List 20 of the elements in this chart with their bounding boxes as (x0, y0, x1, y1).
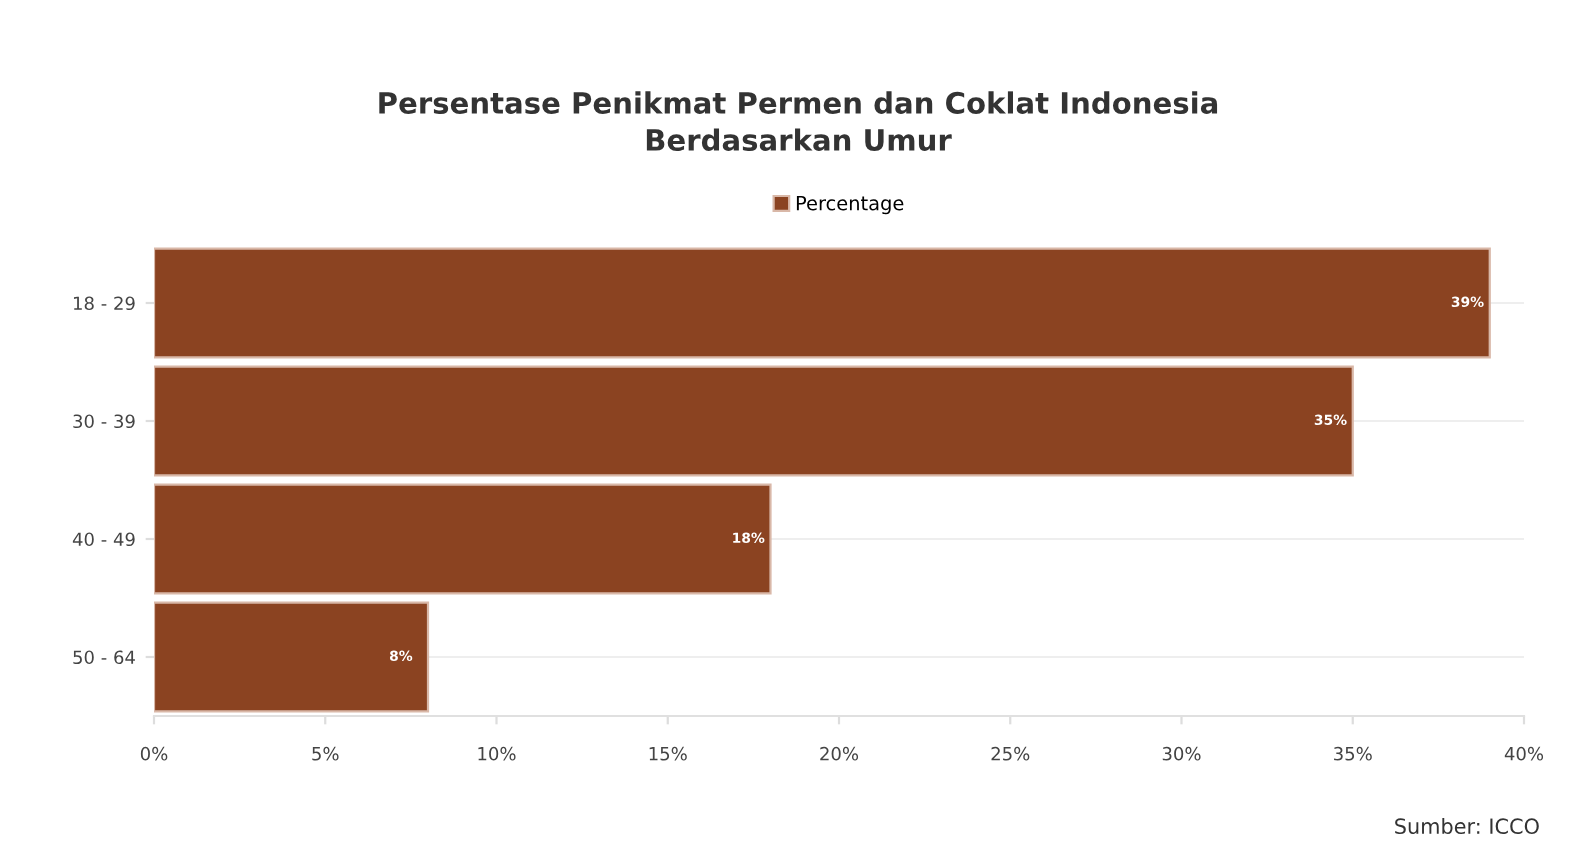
x-tick-label: 20% (820, 746, 859, 761)
text: Sumber: ICCO (1395, 817, 1539, 835)
bar (154, 365, 1354, 477)
x-tick-label: 15% (649, 746, 687, 761)
x-tick-label: 40% (1504, 746, 1544, 761)
y-tick-label: 40 - 49 (72, 532, 135, 547)
x-tick-label: 35% (1334, 746, 1372, 761)
x-tick-label: 10% (478, 746, 516, 761)
legend-label: Percentage (796, 196, 904, 215)
y-tick-label: 30 - 39 (73, 414, 135, 429)
bar (154, 247, 1491, 359)
x-tick-label: 25% (991, 746, 1030, 761)
bar (154, 483, 772, 595)
y-tick-label: 18 - 29 (73, 296, 135, 311)
bar (154, 601, 430, 713)
chart-title: Persentase Penikmat Permen dan Coklat Indonesia Berdasarkan Umur (379, 91, 1218, 152)
y-tick-label: 50 - 64 (73, 650, 135, 665)
x-tick-label: 5% (312, 746, 339, 761)
x-tick-label: 0% (140, 746, 168, 761)
x-tick-label: 30% (1162, 746, 1201, 761)
